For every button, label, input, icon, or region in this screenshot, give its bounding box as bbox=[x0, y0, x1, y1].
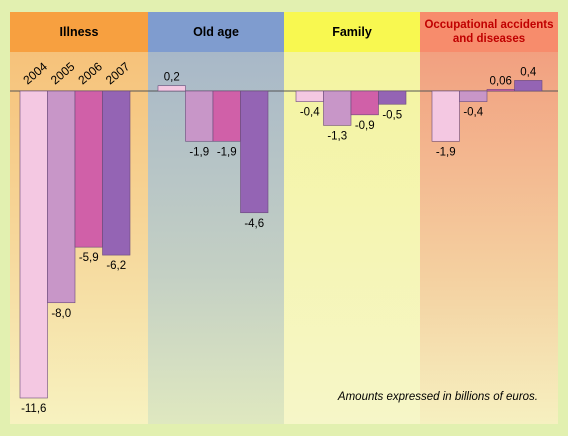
bar bbox=[157, 85, 186, 92]
panel-header bbox=[148, 12, 284, 52]
category-label: Family bbox=[332, 24, 372, 39]
value-label: -1,9 bbox=[217, 146, 237, 158]
bar bbox=[323, 90, 352, 126]
value-label: -0,9 bbox=[355, 120, 375, 132]
value-label: -1,9 bbox=[436, 146, 456, 158]
bar bbox=[185, 90, 214, 142]
bar bbox=[295, 90, 324, 102]
category-label: Old age bbox=[193, 24, 239, 39]
value-label: -0,4 bbox=[463, 107, 483, 119]
bar bbox=[47, 90, 76, 304]
bar bbox=[459, 90, 488, 102]
panel-header bbox=[284, 12, 420, 52]
value-label: -0,4 bbox=[300, 107, 320, 119]
value-label: -4,6 bbox=[244, 218, 264, 230]
bar bbox=[240, 90, 269, 214]
bar bbox=[19, 90, 48, 399]
bar bbox=[514, 80, 543, 92]
category-label: Illness bbox=[59, 24, 99, 39]
panel-header bbox=[10, 12, 148, 52]
bar bbox=[350, 90, 379, 116]
value-label: -1,9 bbox=[189, 146, 209, 158]
category-label: Occupational accidents and diseases bbox=[424, 19, 554, 45]
bar bbox=[102, 90, 131, 256]
value-label: -1,3 bbox=[327, 130, 347, 142]
value-label: -6,2 bbox=[106, 260, 126, 272]
value-label: -8,0 bbox=[51, 308, 71, 320]
panel-header bbox=[420, 12, 558, 52]
value-label: 0,06 bbox=[490, 75, 512, 87]
value-label: 0,4 bbox=[520, 66, 537, 78]
value-label: 0,2 bbox=[164, 72, 180, 84]
bar bbox=[212, 90, 241, 142]
value-label: -11,6 bbox=[21, 403, 46, 415]
note: Amounts expressed in billions of euros. bbox=[337, 391, 538, 403]
bar bbox=[486, 89, 515, 92]
value-label: -5,9 bbox=[79, 252, 99, 264]
bar bbox=[378, 90, 407, 105]
bar bbox=[431, 90, 460, 142]
value-label: -0,5 bbox=[382, 109, 402, 121]
bar bbox=[74, 90, 103, 248]
